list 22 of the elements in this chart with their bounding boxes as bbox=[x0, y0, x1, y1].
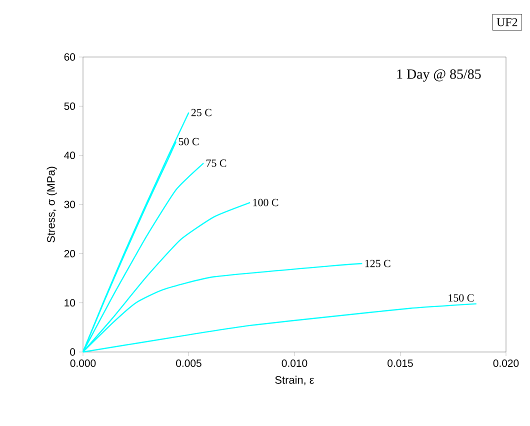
y-tick-label: 20 bbox=[64, 250, 76, 258]
series-label: 150 C bbox=[448, 294, 474, 302]
y-tick-label: 50 bbox=[64, 102, 76, 110]
series-label: 50 C bbox=[178, 138, 199, 146]
series-label: 125 C bbox=[365, 260, 390, 268]
text: UF2 bbox=[496, 18, 518, 26]
y-tick-label: 60 bbox=[64, 53, 76, 61]
annotation: 1 Day @ 85/85 bbox=[397, 69, 481, 82]
y-axis-title: Stress, σ (MPa) bbox=[46, 166, 57, 242]
series-label: 25 C bbox=[191, 108, 212, 116]
x-tick-label: 0.015 bbox=[388, 360, 413, 367]
y-tick-label: 10 bbox=[64, 299, 76, 307]
x-tick-label: 0.020 bbox=[493, 360, 519, 367]
y-tick-label: 30 bbox=[64, 200, 76, 208]
series-label: 100 C bbox=[253, 198, 278, 206]
y-tick-label: 40 bbox=[64, 152, 76, 160]
x-axis-title: Strain, ε bbox=[275, 376, 314, 386]
series-label: 75 C bbox=[206, 160, 226, 167]
x-tick-label: 0.005 bbox=[176, 360, 202, 367]
x-tick-label: 0.000 bbox=[70, 360, 96, 367]
x-tick-label: 0.010 bbox=[282, 360, 308, 367]
y-tick-label: 0 bbox=[70, 348, 76, 356]
